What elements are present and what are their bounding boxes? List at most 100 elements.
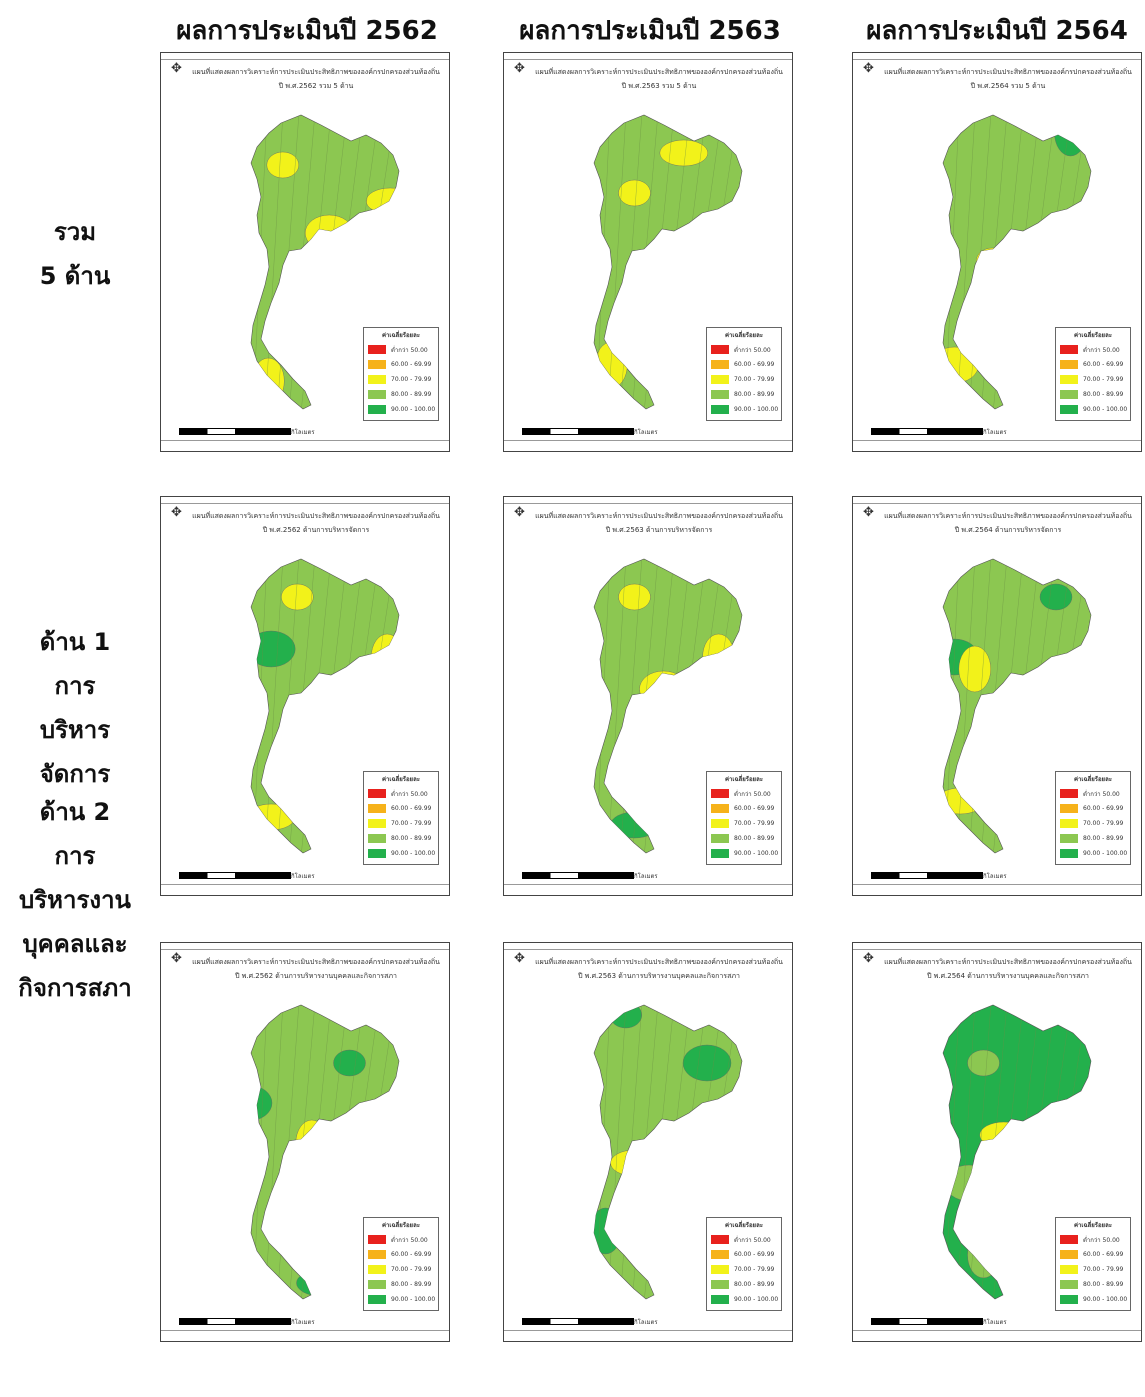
province-region <box>967 1231 1000 1279</box>
scale-label: กิโลเมตร <box>291 1319 315 1326</box>
row-label-line: ด้าน 2 <box>39 798 111 826</box>
legend-label: 70.00 - 79.99 <box>1083 376 1124 383</box>
province-region <box>967 1049 1000 1077</box>
map-title-line2: ปี พ.ศ.2562 ด้านการบริหารจัดการ <box>262 526 370 534</box>
legend-item: 80.00 - 89.99 <box>707 1277 781 1292</box>
legend-swatch <box>1060 1250 1078 1259</box>
map-title-line2: ปี พ.ศ.2562 ด้านการบริหารงานบุคคลและกิจก… <box>235 972 397 980</box>
legend-swatch <box>711 390 729 399</box>
row-label-line: บริหารงาน <box>19 886 131 914</box>
legend-label: 90.00 - 100.00 <box>391 1296 436 1303</box>
legend-swatch <box>711 1250 729 1259</box>
province-border <box>594 559 595 853</box>
legend-item: 70.00 - 79.99 <box>1056 372 1130 387</box>
legend-swatch <box>711 789 729 798</box>
map-title-line1: แผนที่แสดงผลการวิเคราะห์การประเมินประสิท… <box>535 512 783 520</box>
map-legend: ค่าเฉลี่ยร้อยละ ต่ำกว่า 50.00 60.00 - 69.9… <box>1055 1217 1131 1311</box>
legend-item: 70.00 - 79.99 <box>1056 816 1130 831</box>
legend-label: ต่ำกว่า 50.00 <box>734 1236 771 1244</box>
legend-item: 60.00 - 69.99 <box>1056 357 1130 372</box>
province-region <box>252 357 285 405</box>
map-title-line2: ปี พ.ศ.2564 รวม 5 ด้าน <box>970 82 1046 90</box>
map-legend: ค่าเฉลี่ยร้อยละ ต่ำกว่า 50.00 60.00 - 69.9… <box>363 1217 439 1311</box>
province-border <box>264 559 284 853</box>
legend-swatch <box>368 789 386 798</box>
legend-item: ต่ำกว่า 50.00 <box>1056 1232 1130 1247</box>
legend-swatch <box>711 819 729 828</box>
province-region <box>595 341 628 389</box>
grid-ticks-top <box>504 943 792 950</box>
province-region <box>370 633 399 681</box>
legend-item: 80.00 - 89.99 <box>1056 387 1130 402</box>
map-title-line2: ปี พ.ศ.2564 ด้านการบริหารงานบุคคลและกิจก… <box>927 972 1089 980</box>
north-arrow-icon: ✥ <box>171 61 182 76</box>
grid-ticks-top <box>504 53 792 60</box>
province-region <box>266 151 300 179</box>
legend-swatch <box>368 375 386 384</box>
legend-swatch <box>368 345 386 354</box>
legend-swatch <box>711 1235 729 1244</box>
legend-swatch <box>711 804 729 813</box>
legend-label: 80.00 - 89.99 <box>1083 835 1124 842</box>
province-region <box>251 1084 273 1122</box>
legend-label: 70.00 - 79.99 <box>1083 820 1124 827</box>
legend-label: ต่ำกว่า 50.00 <box>734 790 771 798</box>
legend-title: ค่าเฉลี่ยร้อยละ <box>382 332 420 339</box>
legend-swatch <box>1060 1295 1078 1304</box>
legend-label: 60.00 - 69.99 <box>391 361 432 368</box>
legend-item: 90.00 - 100.00 <box>707 402 781 417</box>
map-title-line1: แผนที่แสดงผลการวิเคราะห์การประเมินประสิท… <box>884 512 1132 520</box>
map-title: แผนที่แสดงผลการวิเคราะห์การประเมินประสิท… <box>883 509 1133 537</box>
province-border <box>251 1005 252 1299</box>
scale-label: กิโลเมตร <box>983 873 1007 880</box>
legend-label: 60.00 - 69.99 <box>1083 361 1124 368</box>
legend-item: 90.00 - 100.00 <box>364 1292 438 1307</box>
grid-ticks-top <box>853 497 1141 504</box>
legend-swatch <box>1060 834 1078 843</box>
scale-label: กิโลเมตร <box>291 429 315 436</box>
legend-label: 90.00 - 100.00 <box>734 406 779 413</box>
row-label-line: ด้าน 1 <box>39 628 111 656</box>
province-region <box>333 1049 366 1077</box>
legend-item: ต่ำกว่า 50.00 <box>707 1232 781 1247</box>
province-region <box>281 583 314 611</box>
row-label-line: 5 ด้าน <box>39 262 111 290</box>
map-legend: ค่าเฉลี่ยร้อยละ ต่ำกว่า 50.00 60.00 - 69.9… <box>706 771 782 865</box>
legend-swatch <box>1060 1235 1078 1244</box>
legend-swatch <box>711 345 729 354</box>
legend-item: 60.00 - 69.99 <box>364 357 438 372</box>
country-shape <box>250 114 400 410</box>
map-title-line1: แผนที่แสดงผลการวิเคราะห์การประเมินประสิท… <box>192 68 440 76</box>
province-border <box>943 559 944 853</box>
map-panel-r1-c2: ✥ แผนที่แสดงผลการวิเคราะห์การประเมินประสิ… <box>852 496 1142 896</box>
map-legend: ค่าเฉลี่ยร้อยละ ต่ำกว่า 50.00 60.00 - 69.9… <box>1055 771 1131 865</box>
province-region <box>1039 583 1073 611</box>
grid-ticks-bottom <box>161 440 449 449</box>
legend-item: 80.00 - 89.99 <box>364 1277 438 1292</box>
map-title-line1: แผนที่แสดงผลการวิเคราะห์การประเมินประสิท… <box>192 512 440 520</box>
legend-item: ต่ำกว่า 50.00 <box>364 1232 438 1247</box>
scale-label: กิโลเมตร <box>634 873 658 880</box>
legend-item: 90.00 - 100.00 <box>364 846 438 861</box>
legend-swatch <box>711 1265 729 1274</box>
north-arrow-icon: ✥ <box>863 61 874 76</box>
map-title-line2: ปี พ.ศ.2563 รวม 5 ด้าน <box>621 82 697 90</box>
province-region <box>702 633 735 681</box>
row-label-line: การ <box>54 672 96 700</box>
legend-swatch <box>1060 849 1078 858</box>
province-border <box>943 1005 944 1299</box>
map-title: แผนที่แสดงผลการวิเคราะห์การประเมินประสิท… <box>883 65 1133 93</box>
map-title-line1: แผนที่แสดงผลการวิเคราะห์การประเมินประสิท… <box>192 958 440 966</box>
province-region <box>296 1269 345 1297</box>
scale-bar <box>179 1318 291 1325</box>
legend-item: 90.00 - 100.00 <box>1056 402 1130 417</box>
scale-label: กิโลเมตร <box>983 429 1007 436</box>
province-region <box>659 139 709 167</box>
province-border <box>943 115 944 409</box>
province-region <box>304 214 354 252</box>
legend-label: 80.00 - 89.99 <box>391 391 432 398</box>
province-region <box>610 811 659 839</box>
map-title-line1: แผนที่แสดงผลการวิเคราะห์การประเมินประสิท… <box>535 958 783 966</box>
legend-label: ต่ำกว่า 50.00 <box>391 1236 428 1244</box>
legend-item: 90.00 - 100.00 <box>1056 846 1130 861</box>
